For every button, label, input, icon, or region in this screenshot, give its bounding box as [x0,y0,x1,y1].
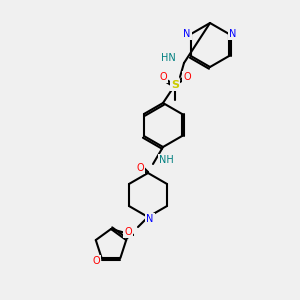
Text: O: O [93,256,101,266]
Text: O: O [159,72,167,82]
Text: S: S [171,80,179,90]
Text: N: N [230,29,237,39]
Text: O: O [124,227,132,237]
Text: N: N [146,214,154,224]
Text: NH: NH [159,155,173,165]
Text: HN: HN [161,53,176,63]
Text: N: N [183,29,190,39]
Text: O: O [183,72,191,82]
Text: O: O [136,163,144,173]
